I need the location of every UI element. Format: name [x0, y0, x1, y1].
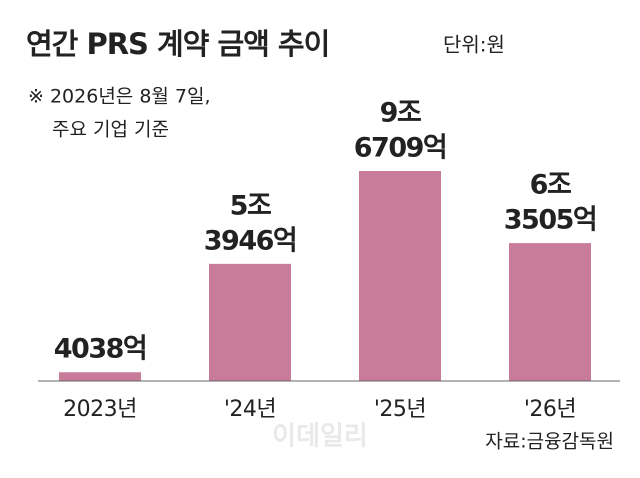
x-tick-label: '26년 — [524, 397, 576, 422]
x-tick-label: 2023년 — [63, 397, 137, 422]
bar — [209, 263, 291, 381]
value-label: 4038억 — [54, 334, 147, 365]
x-tick-label: '25년 — [374, 397, 426, 422]
value-label: 9조 — [380, 98, 421, 129]
value-label: 6709억 — [354, 133, 447, 164]
value-label: 3946억 — [204, 225, 297, 256]
watermark: 이데일리 — [272, 422, 368, 452]
bar — [509, 243, 591, 381]
chart-title: 연간 PRS 계약 금액 추이 — [26, 27, 329, 61]
note: ※ 2026년은 8월 7일, — [28, 86, 211, 108]
value-label: 5조 — [230, 190, 271, 221]
bar — [59, 372, 141, 381]
value-label: 6조 — [530, 170, 571, 201]
bar — [359, 171, 441, 381]
value-label: 3505억 — [504, 205, 597, 236]
source: 자료:금융감독원 — [485, 431, 614, 453]
x-tick-label: '24년 — [224, 397, 276, 422]
note: 주요 기업 기준 — [52, 119, 169, 141]
unit-label: 단위:원 — [443, 33, 505, 57]
